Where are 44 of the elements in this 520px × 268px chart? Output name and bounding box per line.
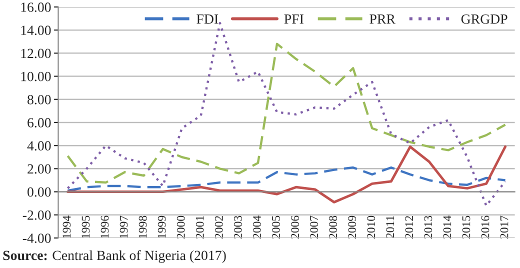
x-tick-label: 2016 xyxy=(481,216,490,238)
x-tick-label: 1997 xyxy=(120,216,128,238)
y-tick-label: -4.00 xyxy=(22,234,51,243)
x-tick-label: 2014 xyxy=(443,216,452,238)
y-tick-label: -2.00 xyxy=(22,210,51,220)
x-tick-label: 2006 xyxy=(291,216,299,238)
x-tick-label: 2013 xyxy=(424,216,432,238)
x-tick-label: 2009 xyxy=(348,216,356,238)
x-tick-label: 2003 xyxy=(234,216,242,238)
x-tick-label: 2002 xyxy=(214,216,223,238)
line-series xyxy=(66,42,506,184)
x-tick-label: 2010 xyxy=(367,216,376,238)
legend-label: GRGDP xyxy=(461,14,508,24)
x-tick-label: 1999 xyxy=(158,216,166,238)
y-tick-label: 2.00 xyxy=(28,164,51,174)
x-tick-label: 1998 xyxy=(138,216,147,238)
y-tick-label: 16.00 xyxy=(21,2,51,12)
x-tick-label: 2001 xyxy=(196,216,204,238)
y-tick-label: 14.00 xyxy=(21,26,51,36)
x-tick-label: 1995 xyxy=(82,216,90,238)
x-tick-label: 2011 xyxy=(386,216,394,238)
legend-label: FDI xyxy=(196,14,218,24)
x-tick-label: 1994 xyxy=(62,216,71,238)
x-tick-label: 2008 xyxy=(329,216,338,238)
y-tick-label: 6.00 xyxy=(28,118,51,128)
x-tick-label: 1996 xyxy=(100,216,109,238)
x-tick-label: 2000 xyxy=(176,216,185,238)
x-tick-label: 2015 xyxy=(462,216,470,238)
x-tick-label: 2017 xyxy=(500,216,508,238)
y-tick-label: 0.00 xyxy=(28,187,51,197)
x-tick-label: 2012 xyxy=(405,216,414,238)
y-tick-label: 4.00 xyxy=(27,141,51,151)
x-tick-label: 2004 xyxy=(252,216,261,238)
y-tick-label: 12.00 xyxy=(21,48,51,58)
x-tick-label: 2007 xyxy=(310,216,318,238)
legend-label: PFI xyxy=(284,14,304,24)
x-tick-label: 2005 xyxy=(272,216,280,238)
source-note: Source: Central Bank of Nigeria (2017) xyxy=(3,250,226,263)
y-tick-label: 10.00 xyxy=(21,72,51,82)
line-series xyxy=(66,145,507,204)
legend-label: PRR xyxy=(370,14,396,24)
y-tick-label: 8.00 xyxy=(28,94,51,104)
line-series xyxy=(66,22,506,207)
line-series xyxy=(66,166,506,192)
